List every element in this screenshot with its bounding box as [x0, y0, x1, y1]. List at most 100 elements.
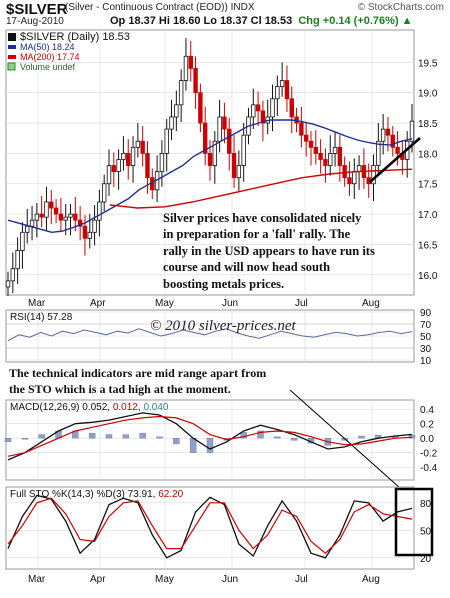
- candle-body: [289, 98, 294, 118]
- macd-label-group: MACD(12,26,9) 0.052, 0.012, 0.040: [10, 402, 169, 413]
- price-month-label: Aug: [362, 298, 380, 309]
- legend-swatch-volume: [7, 62, 16, 71]
- candle-body: [135, 140, 141, 148]
- pointer-line: [289, 389, 401, 489]
- candle-body: [371, 165, 376, 185]
- candle-body: [130, 146, 136, 166]
- candle-body: [323, 159, 328, 166]
- main-note-line-3: rally in the USD appears to have run its: [163, 244, 375, 258]
- candle-body: [97, 201, 102, 221]
- price-x-axis: Mar Apr May Jun Jul Aug: [28, 298, 380, 309]
- sto-month-label: Jul: [295, 574, 308, 585]
- candle-body: [25, 225, 30, 233]
- symbol-name: (Silver - Continuous Contract (EOD)) IND…: [65, 2, 255, 13]
- candle-body: [202, 122, 208, 154]
- candle-body: [178, 80, 184, 106]
- macd-hist-bar: [358, 435, 365, 439]
- candle-body: [270, 98, 275, 118]
- price-panel: [5, 29, 415, 296]
- candle-body: [385, 128, 391, 136]
- candle-body: [63, 216, 68, 221]
- candle-body: [145, 152, 150, 179]
- rsi-tick-label: 10: [420, 356, 432, 367]
- candle-body: [126, 152, 131, 166]
- copyright-text: © 2010 silver-prices.net: [150, 318, 296, 334]
- sto-grid: 20 50 80: [6, 487, 432, 569]
- sto-value-2: 62.20: [158, 489, 183, 500]
- sto-k-line: [7, 494, 413, 559]
- macd-hist-bar: [21, 437, 29, 440]
- price-tick-label: 17.5: [418, 180, 438, 191]
- macd-hist-bar: [257, 430, 264, 439]
- candle-body: [106, 165, 112, 185]
- candle-body: [49, 201, 54, 209]
- price-month-label: May: [155, 298, 174, 309]
- rsi-tick-label: 70: [420, 320, 432, 331]
- macd-hist-bar: [240, 432, 247, 439]
- sto-month-label: May: [155, 574, 174, 585]
- price-tick-label: 17.0: [418, 210, 438, 221]
- legend-series: $SILVER (Daily) 18.53: [20, 31, 130, 43]
- legend-swatch-ma200: [8, 55, 16, 59]
- macd-tick-label: 0.4: [420, 405, 434, 416]
- sto-tick-label: 80: [420, 499, 432, 510]
- candle-body: [111, 165, 117, 173]
- price-month-label: Jul: [295, 298, 308, 309]
- macd-hist-bar: [290, 437, 298, 441]
- candle-body: [34, 213, 40, 221]
- candle-body: [409, 120, 415, 142]
- candle-body: [279, 80, 285, 88]
- tech-note: The technical indicators are mid range a…: [9, 366, 266, 396]
- candle-body: [116, 159, 121, 173]
- price-tick-label: 19.0: [418, 89, 438, 100]
- rsi-label: RSI(14) 57.28: [10, 312, 73, 323]
- macd-hist-bar: [408, 435, 416, 439]
- candle-body: [159, 152, 165, 173]
- macd-tick-label: -0.4: [420, 463, 438, 474]
- macd-hist-bar: [274, 436, 281, 439]
- main-note: Silver prices have consolidated nicely i…: [163, 211, 375, 291]
- candle-body: [10, 268, 16, 282]
- price-grid: [6, 30, 414, 295]
- macd-signal-line: [7, 415, 413, 457]
- candle-body: [68, 213, 73, 218]
- macd-hist-bar: [105, 434, 113, 439]
- candle-body: [92, 219, 97, 233]
- main-note-line-4: course and will now head south: [163, 260, 330, 274]
- quote-line: Op 18.37 Hi 18.60 Lo 18.37 Cl 18.53 Chg …: [110, 15, 413, 27]
- candle-body: [308, 140, 314, 148]
- main-note-line-1: Silver prices have consolidated nicely: [163, 211, 362, 225]
- candle-body: [174, 104, 179, 118]
- sto-month-label: Apr: [90, 574, 106, 585]
- candle-body: [29, 219, 35, 227]
- macd-hist-bar: [139, 432, 146, 439]
- candle-body: [337, 146, 343, 166]
- candle-body: [212, 140, 218, 166]
- macd-value-1: 0.052: [82, 402, 107, 413]
- rsi-tick-label: 90: [420, 308, 432, 319]
- candle-body: [342, 165, 347, 179]
- rsi-tick-label: 30: [420, 344, 432, 355]
- quote-values: Op 18.37 Hi 18.60 Lo 18.37 Cl 18.53: [110, 15, 293, 27]
- sto-month-label: Jun: [222, 574, 238, 585]
- macd-value-3: 0.040: [143, 402, 168, 413]
- price-month-label: Jun: [222, 298, 238, 309]
- macd-hist-bar: [4, 437, 12, 443]
- candle-body: [395, 146, 400, 154]
- macd-tick-label: 0.2: [420, 420, 434, 431]
- candle-body: [318, 152, 323, 160]
- candle-body: [44, 201, 49, 218]
- price-tick-label: 18.5: [418, 119, 438, 130]
- candle-body: [376, 140, 381, 166]
- candle-body: [222, 116, 227, 130]
- macd-tick-label: 0.0: [420, 434, 434, 445]
- candle-body: [193, 68, 198, 94]
- candle-body: [284, 80, 290, 100]
- candle-body: [169, 116, 174, 130]
- main-note-line-5: boosting metals prices.: [163, 277, 284, 291]
- candle-body: [231, 152, 237, 179]
- macd-line: [7, 412, 413, 461]
- candle-body: [140, 140, 145, 154]
- tech-note-line-2: the STO which is a tad high at the momen…: [9, 382, 231, 396]
